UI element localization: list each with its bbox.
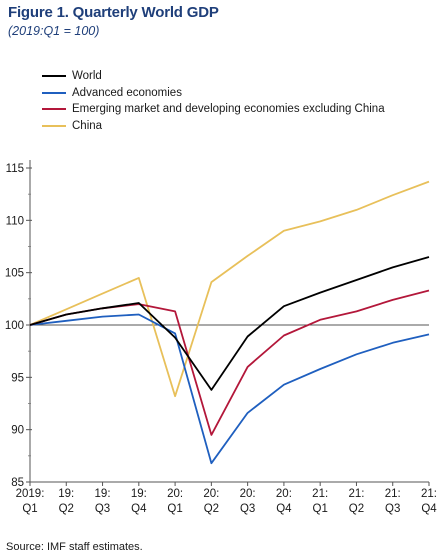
x-tick-label-quarter: Q4	[276, 503, 292, 515]
legend-item-world: World	[42, 68, 385, 85]
x-tick-label-year: 19:	[131, 488, 147, 500]
x-tick-label-year: 21:	[421, 488, 437, 500]
x-tick-label-quarter: Q3	[385, 503, 400, 515]
y-tick-label: 110	[6, 215, 24, 227]
x-tick-label-year: 20:	[167, 488, 183, 500]
x-tick-label-quarter: Q4	[421, 503, 437, 515]
legend-swatch-advanced	[42, 91, 66, 94]
x-tick-label-year: 20:	[276, 488, 292, 500]
series-line-world	[29, 256, 430, 391]
x-tick-label-year: 21:	[312, 488, 328, 500]
source-note: Source: IMF staff estimates.	[6, 541, 143, 553]
x-tick-label-year: 21:	[348, 488, 364, 500]
x-tick-label-year: 20:	[240, 488, 256, 500]
chart-subtitle: (2019:Q1 = 100)	[8, 24, 100, 38]
legend-swatch-china	[42, 124, 66, 127]
x-tick-label-year: 2019:	[16, 488, 45, 500]
x-tick-label-quarter: Q2	[59, 503, 74, 515]
x-tick-label-quarter: Q1	[22, 503, 37, 515]
x-tick-label-quarter: Q4	[131, 503, 147, 515]
legend-item-emerging: Emerging market and developing economies…	[42, 101, 385, 118]
x-tick-label-quarter: Q3	[240, 503, 255, 515]
x-tick-label-quarter: Q3	[95, 503, 110, 515]
y-tick-label: 95	[11, 372, 24, 384]
y-tick-label: 100	[5, 320, 24, 332]
y-tick-label: 105	[5, 268, 24, 280]
legend-label-advanced: Advanced economies	[72, 86, 182, 99]
legend-item-advanced: Advanced economies	[42, 85, 385, 102]
series-line-china	[29, 180, 430, 398]
x-tick-label-quarter: Q1	[167, 503, 182, 515]
legend-swatch-world	[42, 75, 66, 78]
x-tick-label-year: 21:	[385, 488, 401, 500]
legend: World Advanced economies Emerging market…	[42, 68, 385, 134]
chart-title: Figure 1. Quarterly World GDP	[8, 4, 219, 21]
legend-item-china: China	[42, 118, 385, 135]
x-tick-label-quarter: Q2	[349, 503, 364, 515]
y-tick-label: 85	[11, 477, 24, 489]
x-tick-label-quarter: Q1	[313, 503, 328, 515]
x-tick-label-year: 19:	[58, 488, 74, 500]
legend-swatch-emerging	[42, 108, 66, 111]
legend-label-emerging: Emerging market and developing economies…	[72, 103, 385, 116]
y-tick-label: 90	[11, 425, 24, 437]
legend-label-china: China	[72, 119, 103, 132]
x-tick-label-quarter: Q2	[204, 503, 219, 515]
series-line-advanced-economies	[29, 313, 430, 465]
x-tick-label-year: 20:	[203, 488, 219, 500]
y-tick-label: 115	[6, 163, 24, 175]
x-tick-label-year: 19:	[95, 488, 111, 500]
legend-label-world: World	[72, 70, 102, 83]
